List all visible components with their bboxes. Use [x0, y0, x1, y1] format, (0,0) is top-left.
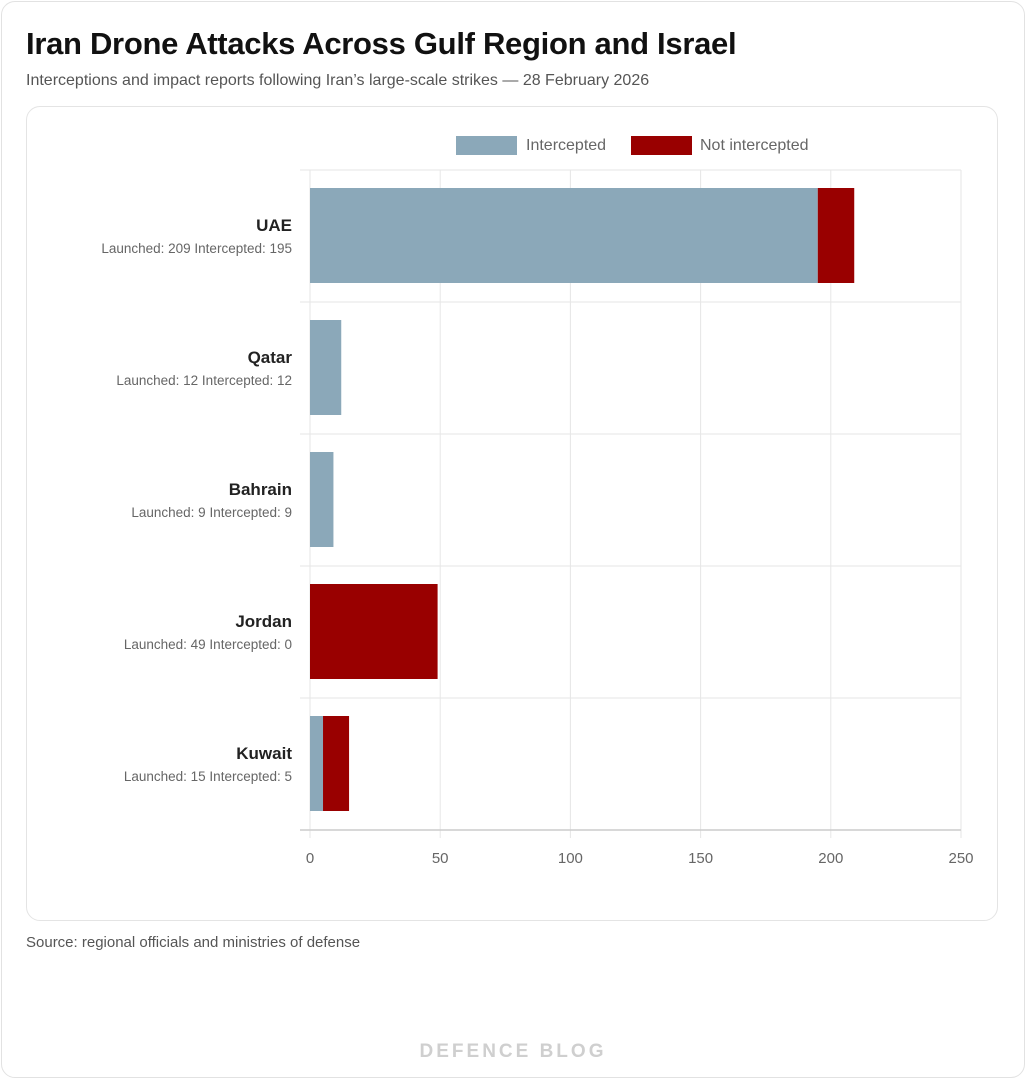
x-tick-label: 200 — [818, 850, 843, 867]
bar-intercepted — [310, 716, 324, 811]
category-sublabel: Launched: 9 Intercepted: 9 — [131, 505, 292, 520]
x-tick-label: 100 — [558, 850, 583, 867]
legend-label: Not intercepted — [700, 137, 809, 154]
page-title: Iran Drone Attacks Across Gulf Region an… — [26, 26, 737, 61]
category-label: Qatar — [248, 348, 293, 367]
x-tick-label: 50 — [432, 850, 449, 867]
brand-watermark: DEFENCE BLOG — [419, 1041, 607, 1062]
category-sublabel: Launched: 209 Intercepted: 195 — [101, 241, 292, 256]
legend-swatch — [456, 136, 517, 155]
category-label: UAE — [256, 216, 292, 235]
category-label: Kuwait — [236, 744, 292, 763]
bar-intercepted — [310, 452, 334, 547]
bar-intercepted — [310, 188, 818, 283]
x-tick-label: 150 — [688, 850, 713, 867]
category-label: Jordan — [235, 612, 292, 631]
page-subtitle: Interceptions and impact reports followi… — [26, 72, 650, 89]
legend-swatch — [631, 136, 692, 155]
legend-label: Intercepted — [526, 137, 606, 154]
bar-intercepted — [310, 320, 342, 415]
source-note: Source: regional officials and ministrie… — [26, 934, 361, 951]
x-tick-label: 250 — [948, 850, 973, 867]
chart-card — [26, 106, 998, 921]
category-label: Bahrain — [229, 480, 292, 499]
bar-not-intercepted — [310, 584, 438, 679]
bar-not-intercepted — [817, 188, 855, 283]
category-sublabel: Launched: 15 Intercepted: 5 — [124, 769, 292, 784]
x-tick-label: 0 — [306, 850, 314, 867]
category-sublabel: Launched: 49 Intercepted: 0 — [124, 637, 292, 652]
bar-not-intercepted — [323, 716, 350, 811]
category-sublabel: Launched: 12 Intercepted: 12 — [116, 373, 292, 388]
